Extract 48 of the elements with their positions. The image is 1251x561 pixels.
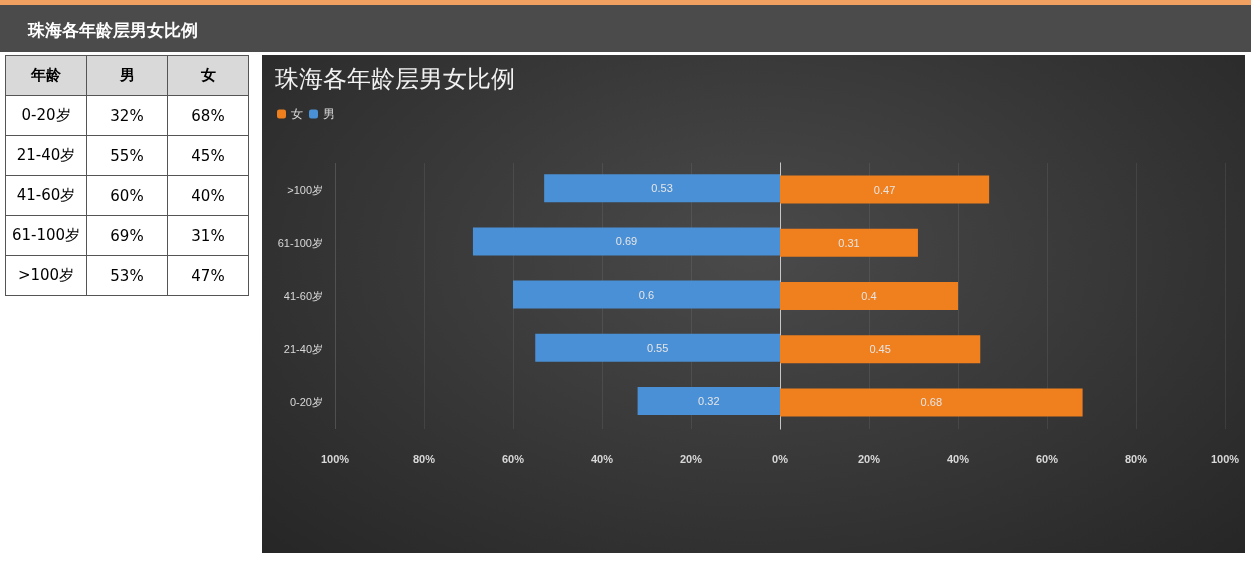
category-label: 41-60岁 (5, 175, 87, 216)
x-tick-label: 100% (320, 452, 350, 465)
data-label: 69% (86, 215, 168, 256)
y-tick-label: 41-60岁 (283, 290, 323, 302)
data-label: 0.47 (873, 183, 896, 196)
data-label: 0.4 (861, 290, 877, 302)
x-tick-label: 60% (501, 452, 525, 465)
x-tick-label: 80% (412, 452, 436, 465)
data-label: 40% (167, 175, 249, 216)
x-tick-label: 0% (772, 452, 789, 465)
data-label: 0.31 (838, 236, 860, 249)
x-tick-label: 20% (857, 452, 881, 465)
legend-label: 男 (323, 107, 335, 121)
category-label: 0-20岁 (5, 95, 87, 136)
data-label: 32% (86, 95, 168, 136)
x-tick-label: 100% (1210, 452, 1240, 465)
data-label: 47% (167, 255, 249, 296)
data-label: 0.68 (920, 396, 943, 409)
x-tick-label: 80% (1124, 452, 1148, 465)
data-label: 60% (86, 175, 168, 216)
text: 女 (167, 55, 249, 96)
data-label: 0.6 (638, 288, 655, 301)
y-tick-label: >100岁 (287, 183, 323, 196)
x-tick-label: 40% (590, 452, 614, 465)
data-label: 45% (167, 135, 249, 176)
chart-title: 珠海各年龄层男女比例 (275, 64, 515, 92)
data-label: 68% (167, 95, 249, 136)
category-label: 61-100岁 (5, 215, 87, 256)
x-tick-label: 60% (1035, 452, 1059, 465)
text: 珠海各年龄层男女比例 (28, 19, 198, 42)
text: 年龄 (5, 55, 87, 96)
x-tick-label: 40% (946, 452, 970, 465)
y-tick-label: 0-20岁 (289, 396, 323, 409)
category-label: 21-40岁 (5, 135, 87, 176)
y-tick-label: 61-100岁 (277, 236, 323, 249)
y-tick-label: 21-40岁 (283, 343, 323, 356)
data-label: 0.53 (651, 182, 673, 195)
data-label: 31% (167, 215, 249, 256)
data-label: 0.45 (869, 343, 891, 356)
data-label: 0.32 (698, 395, 720, 407)
x-tick-label: 20% (679, 452, 703, 465)
text: 女 (291, 107, 303, 121)
data-label: 55% (86, 135, 168, 176)
data-label: 0.55 (646, 341, 669, 354)
data-label: 0.69 (615, 235, 638, 248)
category-label: >100岁 (5, 255, 87, 296)
data-label: 53% (86, 255, 168, 296)
text: 男 (86, 55, 168, 96)
